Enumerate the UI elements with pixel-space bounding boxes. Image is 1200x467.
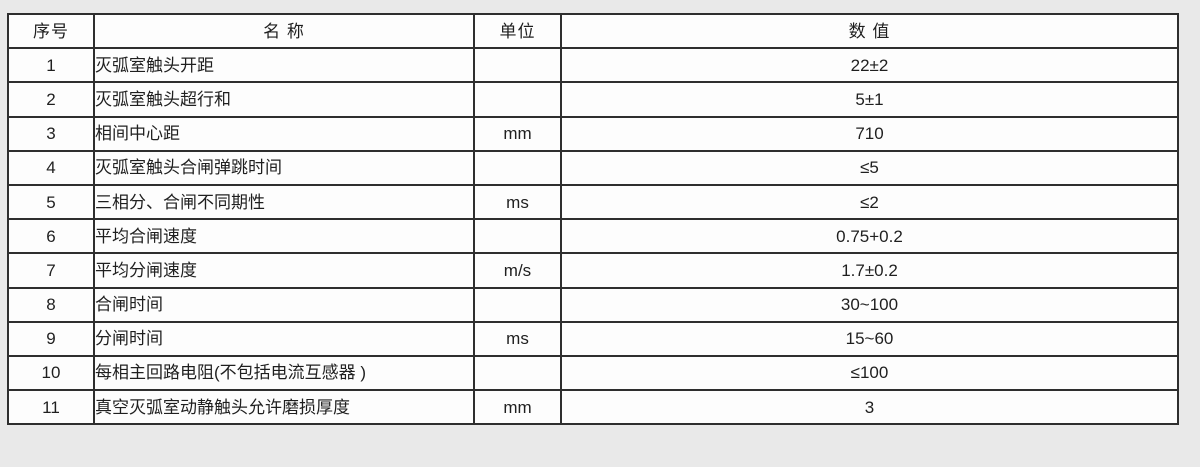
spec-table: 序号 名 称 单位 数 值 1 灭弧室触头开距 22±2 2 灭弧室触头超行和: [7, 12, 1179, 426]
cell-value: 3: [560, 389, 1179, 426]
header-serial-number: 序号: [7, 12, 95, 50]
cell-value: ≤5: [560, 149, 1179, 186]
table-row: 10 每相主回路电阻(不包括电流互感器 ) ≤100: [7, 354, 1179, 392]
cell-name: 灭弧室触头超行和: [93, 81, 475, 118]
cell-unit: [473, 149, 562, 186]
cell-unit: [473, 81, 562, 118]
cell-unit: [473, 47, 562, 84]
cell-value: 0.75+0.2: [560, 218, 1179, 255]
cell-value: ≤100: [560, 354, 1179, 392]
cell-name: 合闸时间: [93, 286, 475, 323]
cell-name: 每相主回路电阻(不包括电流互感器 ): [93, 354, 475, 392]
cell-serial-number: 7: [7, 252, 95, 289]
cell-value: ≤2: [560, 183, 1179, 221]
cell-name: 灭弧室触头开距: [93, 47, 475, 84]
header-value: 数 值: [560, 12, 1179, 50]
table-body: 1 灭弧室触头开距 22±2 2 灭弧室触头超行和 5±1 3 相间中心距 mm: [7, 47, 1179, 426]
cell-serial-number: 11: [7, 389, 95, 426]
cell-value: 15~60: [560, 320, 1179, 357]
cell-serial-number: 5: [7, 183, 95, 221]
cell-name: 平均分闸速度: [93, 252, 475, 289]
table-row: 2 灭弧室触头超行和 5±1: [7, 81, 1179, 118]
cell-value: 22±2: [560, 47, 1179, 84]
cell-unit: [473, 354, 562, 392]
cell-unit: mm: [473, 389, 562, 426]
cell-value: 1.7±0.2: [560, 252, 1179, 289]
cell-value: 5±1: [560, 81, 1179, 118]
table-row: 6 平均合闸速度 0.75+0.2: [7, 218, 1179, 255]
cell-value: 30~100: [560, 286, 1179, 323]
cell-name: 三相分、合闸不同期性: [93, 183, 475, 221]
cell-unit: ms: [473, 183, 562, 221]
cell-name: 分闸时间: [93, 320, 475, 357]
cell-unit: [473, 286, 562, 323]
cell-name: 相间中心距: [93, 115, 475, 152]
cell-name: 灭弧室触头合闸弹跳时间: [93, 149, 475, 186]
cell-serial-number: 6: [7, 218, 95, 255]
header-name: 名 称: [93, 12, 475, 50]
table-row: 5 三相分、合闸不同期性 ms ≤2: [7, 183, 1179, 221]
table-row: 9 分闸时间 ms 15~60: [7, 320, 1179, 357]
table-row: 7 平均分闸速度 m/s 1.7±0.2: [7, 252, 1179, 289]
header-row: 序号 名 称 单位 数 值: [7, 12, 1179, 50]
cell-serial-number: 2: [7, 81, 95, 118]
table-header: 序号 名 称 单位 数 值: [7, 12, 1179, 50]
cell-unit: mm: [473, 115, 562, 152]
cell-unit: m/s: [473, 252, 562, 289]
parameters-table: 序号 名 称 单位 数 值 1 灭弧室触头开距 22±2 2 灭弧室触头超行和: [7, 12, 1179, 426]
cell-value: 710: [560, 115, 1179, 152]
table-row: 3 相间中心距 mm 710: [7, 115, 1179, 152]
cell-serial-number: 9: [7, 320, 95, 357]
table-row: 4 灭弧室触头合闸弹跳时间 ≤5: [7, 149, 1179, 186]
cell-serial-number: 1: [7, 47, 95, 84]
cell-name: 真空灭弧室动静触头允许磨损厚度: [93, 389, 475, 426]
cell-serial-number: 3: [7, 115, 95, 152]
cell-unit: [473, 218, 562, 255]
table-row: 11 真空灭弧室动静触头允许磨损厚度 mm 3: [7, 389, 1179, 426]
table-row: 8 合闸时间 30~100: [7, 286, 1179, 323]
cell-unit: ms: [473, 320, 562, 357]
cell-serial-number: 10: [7, 354, 95, 392]
table-row: 1 灭弧室触头开距 22±2: [7, 47, 1179, 84]
header-unit: 单位: [473, 12, 562, 50]
cell-serial-number: 4: [7, 149, 95, 186]
cell-name: 平均合闸速度: [93, 218, 475, 255]
cell-serial-number: 8: [7, 286, 95, 323]
